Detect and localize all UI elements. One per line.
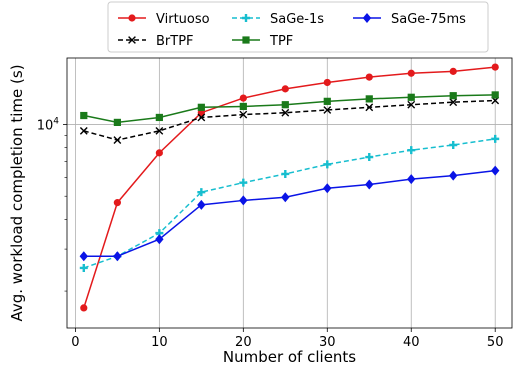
data-point bbox=[113, 199, 121, 207]
data-point bbox=[491, 165, 500, 176]
x-tick-label: 30 bbox=[319, 335, 336, 350]
data-point bbox=[365, 103, 374, 112]
series-lines bbox=[79, 63, 500, 312]
data-point bbox=[281, 192, 290, 203]
x-tick-label: 10 bbox=[151, 335, 168, 350]
data-point bbox=[491, 63, 499, 71]
data-point bbox=[197, 113, 206, 122]
data-point bbox=[113, 251, 122, 262]
y-tick-base: 10 bbox=[37, 118, 54, 133]
data-point bbox=[239, 102, 247, 111]
data-point bbox=[79, 126, 88, 135]
data-point bbox=[281, 108, 290, 117]
legend-entry: SaGe-75ms bbox=[353, 12, 466, 27]
data-point bbox=[197, 188, 206, 197]
legend-label: Virtuoso bbox=[156, 12, 210, 27]
legend-marker bbox=[128, 36, 136, 44]
data-point bbox=[80, 111, 88, 120]
data-point bbox=[323, 106, 332, 114]
data-point bbox=[155, 113, 163, 122]
data-point bbox=[407, 93, 415, 101]
legend-label: SaGe-1s bbox=[270, 12, 324, 27]
legend-marker bbox=[242, 36, 250, 44]
data-point bbox=[239, 178, 248, 187]
data-point bbox=[79, 263, 88, 272]
data-point bbox=[113, 118, 121, 127]
legend: Virtuoso BrTPF SaGe-1s TPF SaGe-75ms bbox=[107, 1, 489, 53]
series-line bbox=[83, 99, 496, 141]
data-point bbox=[449, 67, 457, 75]
series-brtpf bbox=[79, 96, 500, 144]
data-point bbox=[449, 92, 457, 100]
y-axis-label: Avg. workload completion time (s) bbox=[8, 64, 26, 321]
legend-label: TPF bbox=[269, 34, 293, 49]
y-tick-exponent: 4 bbox=[53, 116, 59, 126]
data-point bbox=[449, 170, 458, 181]
data-point bbox=[239, 195, 248, 206]
series-sage-75ms bbox=[79, 165, 500, 262]
legend-entry: SaGe-1s bbox=[232, 12, 324, 27]
data-point bbox=[407, 100, 416, 109]
data-point bbox=[79, 251, 88, 262]
data-point bbox=[449, 98, 458, 107]
data-point bbox=[323, 160, 332, 169]
data-point bbox=[239, 110, 248, 119]
legend-marker bbox=[362, 13, 372, 23]
legend-box bbox=[107, 1, 489, 53]
data-point bbox=[407, 174, 416, 185]
data-point bbox=[407, 69, 415, 77]
series-tpf bbox=[80, 91, 499, 127]
data-point bbox=[323, 78, 331, 87]
data-point bbox=[197, 199, 206, 210]
x-tick-label: 40 bbox=[403, 335, 420, 350]
x-tick-label: 20 bbox=[235, 335, 252, 350]
data-point bbox=[281, 169, 290, 178]
y-tick-label: 104 bbox=[37, 116, 60, 133]
data-point bbox=[491, 134, 500, 143]
data-point bbox=[449, 140, 458, 149]
legend-entry: TPF bbox=[232, 34, 293, 49]
legend-marker bbox=[128, 14, 136, 22]
series-line bbox=[83, 94, 496, 124]
legend-entry: BrTPF bbox=[118, 34, 194, 49]
data-point bbox=[491, 91, 499, 99]
legend-marker bbox=[242, 14, 250, 22]
series-sage-1s bbox=[79, 134, 500, 272]
legend-label: SaGe-75ms bbox=[391, 12, 466, 27]
data-point bbox=[155, 126, 164, 135]
data-point bbox=[323, 97, 331, 105]
data-point bbox=[113, 136, 122, 144]
data-point bbox=[323, 183, 332, 194]
x-tick-label: 50 bbox=[487, 335, 504, 350]
series-virtuoso bbox=[80, 63, 499, 312]
data-point bbox=[239, 94, 247, 102]
data-point bbox=[80, 304, 88, 312]
data-point bbox=[365, 95, 373, 103]
x-axis-label: Number of clients bbox=[223, 348, 356, 366]
data-point bbox=[197, 103, 205, 111]
data-point bbox=[365, 73, 373, 81]
data-point bbox=[155, 234, 164, 245]
legend-entry: Virtuoso bbox=[118, 12, 210, 27]
series-line bbox=[83, 138, 496, 269]
grid-lines bbox=[67, 58, 512, 328]
data-point bbox=[197, 109, 205, 117]
plot-area-frame bbox=[66, 57, 513, 329]
data-point bbox=[155, 149, 163, 157]
data-point bbox=[281, 101, 289, 109]
x-tick-label: 0 bbox=[71, 335, 79, 350]
data-point bbox=[365, 153, 374, 162]
data-point bbox=[281, 85, 289, 93]
legend-label: BrTPF bbox=[156, 34, 194, 49]
data-point bbox=[407, 146, 416, 155]
series-line bbox=[83, 169, 496, 257]
data-point bbox=[365, 179, 374, 190]
